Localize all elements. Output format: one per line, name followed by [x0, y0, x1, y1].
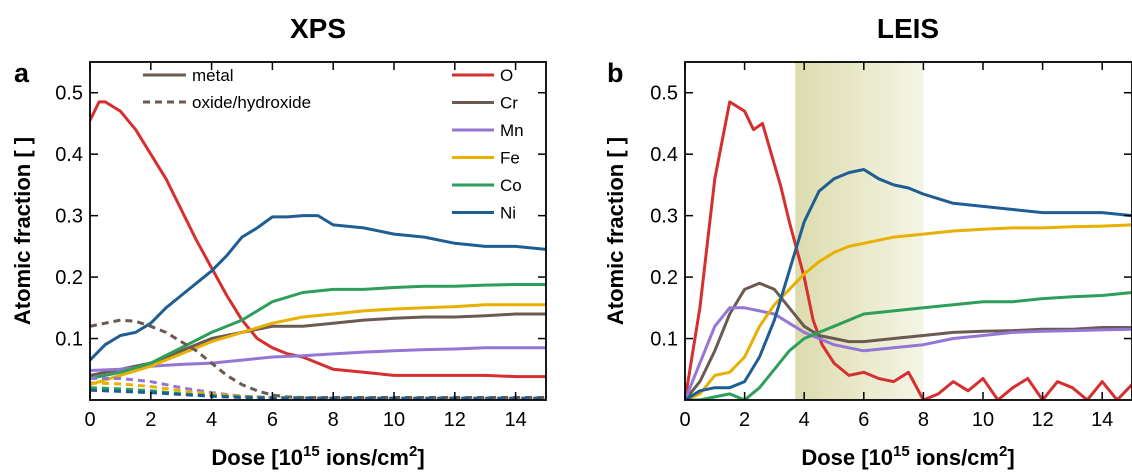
x-tick-label: 14 — [1091, 409, 1113, 431]
y-tick-label: 0.2 — [650, 267, 678, 289]
series-line-o — [685, 100, 1132, 400]
legend-label-fe: Fe — [500, 149, 520, 168]
series-line-ni-oxide — [90, 388, 546, 400]
y-tick-label: 0.5 — [650, 83, 678, 105]
x-tick-label: 4 — [799, 409, 810, 431]
x-tick-label: 12 — [444, 409, 466, 431]
y-tick-label: 0.4 — [55, 144, 83, 166]
x-tick-label: 10 — [383, 409, 405, 431]
legend-label-oxide: oxide/hydroxide — [192, 93, 311, 112]
y-tick-label: 0.3 — [55, 206, 83, 228]
series-line-o — [90, 100, 546, 379]
x-tick-label: 6 — [267, 409, 278, 431]
x-tick-label: 4 — [206, 409, 217, 431]
x-tick-label: 14 — [504, 409, 526, 431]
y-tick-label: 0.1 — [650, 329, 678, 351]
panel-label: b — [607, 58, 624, 88]
series-line-mn — [685, 306, 1132, 400]
element-legend: O Cr Mn Fe Co Ni — [452, 66, 524, 223]
series-line-cr — [685, 281, 1132, 400]
shaded-region — [795, 62, 924, 400]
plot-frame — [89, 61, 547, 401]
series-line-co — [90, 283, 546, 380]
series-line-fe-oxide — [90, 381, 546, 400]
series-line-mn-oxide — [90, 377, 546, 400]
x-tick-label: 0 — [84, 409, 95, 431]
y-tick-label: 0.1 — [55, 329, 83, 351]
y-axis-label: Atomic fraction [ ] — [603, 137, 628, 325]
y-axis-label: Atomic fraction [ ] — [10, 137, 35, 325]
x-tick-label: 2 — [145, 409, 156, 431]
plot-frame — [684, 61, 1132, 401]
panel-b-leis: LEIS b 0 2 4 6 8 10 12 14 0.1 0.2 0.3 0.4 0.5 Dose [… — [603, 13, 1132, 470]
y-tick-label: 0.4 — [650, 144, 678, 166]
x-tick-label: 8 — [918, 409, 929, 431]
legend-label-ni: Ni — [500, 204, 516, 223]
legend-label-o: O — [500, 66, 513, 85]
x-axis-label: Dose [1015 ions/cm2] — [211, 443, 424, 470]
series-line-ni — [90, 214, 546, 362]
legend-label-mn: Mn — [500, 121, 524, 140]
x-tick-label: 10 — [972, 409, 994, 431]
panel-label: a — [14, 58, 30, 88]
y-tick-label: 0.3 — [650, 206, 678, 228]
series-line-fe — [685, 223, 1132, 400]
x-axis-label: Dose [1015 ions/cm2] — [801, 443, 1014, 470]
x-tick-label: 2 — [739, 409, 750, 431]
series-line-fe — [90, 303, 546, 387]
style-legend: metal oxide/hydroxide — [143, 66, 311, 112]
legend-label-cr: Cr — [500, 94, 518, 113]
series-line-cr-oxide — [90, 318, 546, 399]
x-tick-label: 6 — [858, 409, 869, 431]
legend-label-co: Co — [500, 176, 522, 195]
y-tick-label: 0.2 — [55, 267, 83, 289]
x-tick-label: 12 — [1031, 409, 1053, 431]
y-tick-label: 0.5 — [55, 83, 83, 105]
x-tick-label: 8 — [328, 409, 339, 431]
panel-a-xps: XPS a 0 2 4 6 8 10 12 14 0.1 0.2 0.3 0.4 0.5 Dose [1… — [10, 13, 547, 470]
series-line-ni — [685, 168, 1132, 400]
legend-label-metal: metal — [192, 66, 234, 85]
series-line-co — [685, 291, 1132, 400]
chart-title: LEIS — [877, 13, 939, 44]
x-tick-label: 0 — [679, 409, 690, 431]
series-line-mn — [90, 346, 546, 372]
chart-title: XPS — [290, 13, 346, 44]
